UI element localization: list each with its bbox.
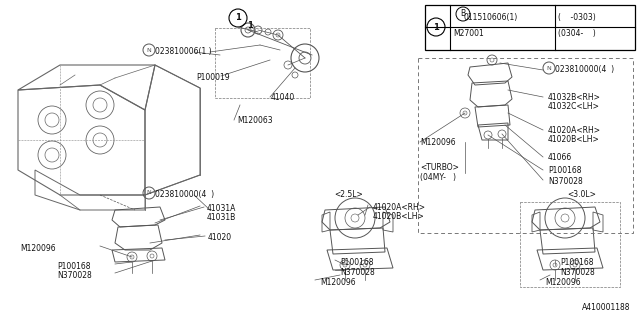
Text: <TURBO>: <TURBO> xyxy=(420,163,459,172)
Text: 41020A<RH>: 41020A<RH> xyxy=(548,126,601,135)
Text: M120096: M120096 xyxy=(420,138,456,147)
Text: N370028: N370028 xyxy=(340,268,375,277)
Text: P100168: P100168 xyxy=(560,258,593,267)
Text: M120096: M120096 xyxy=(320,278,356,287)
Text: N: N xyxy=(147,47,152,52)
Text: 011510606(1): 011510606(1) xyxy=(463,13,517,22)
Text: (04MY-   ): (04MY- ) xyxy=(420,173,456,182)
Text: 41020B<LH>: 41020B<LH> xyxy=(548,135,600,144)
Bar xyxy=(520,202,620,287)
Text: 41031A: 41031A xyxy=(207,204,236,213)
Text: 023810000(4  ): 023810000(4 ) xyxy=(155,190,214,199)
Text: P100019: P100019 xyxy=(196,73,230,82)
Text: P100168: P100168 xyxy=(548,166,582,175)
Text: <3.0L>: <3.0L> xyxy=(567,190,596,199)
Text: M120063: M120063 xyxy=(237,116,273,125)
Text: M120096: M120096 xyxy=(20,244,56,253)
Text: N370028: N370028 xyxy=(560,268,595,277)
Text: 1: 1 xyxy=(247,20,253,29)
Text: A410001188: A410001188 xyxy=(582,303,630,312)
Text: (0304-    ): (0304- ) xyxy=(558,29,596,38)
Text: 023810006(1 ): 023810006(1 ) xyxy=(155,47,212,56)
Text: <2.5L>: <2.5L> xyxy=(334,190,363,199)
Text: 41020A<RH>: 41020A<RH> xyxy=(373,203,426,212)
Text: 41040: 41040 xyxy=(271,93,295,102)
Text: 41032C<LH>: 41032C<LH> xyxy=(548,102,600,111)
Text: 41031B: 41031B xyxy=(207,213,236,222)
Text: B: B xyxy=(460,10,465,19)
Text: 1: 1 xyxy=(235,13,241,22)
Text: 41020: 41020 xyxy=(208,233,232,242)
Text: 41066: 41066 xyxy=(548,153,572,162)
Text: N370028: N370028 xyxy=(57,271,92,280)
Text: M120096: M120096 xyxy=(545,278,580,287)
Text: 1: 1 xyxy=(433,22,439,31)
Bar xyxy=(215,28,310,98)
Bar xyxy=(425,5,635,50)
Text: N: N xyxy=(147,190,152,196)
Text: N370028: N370028 xyxy=(548,177,583,186)
Text: P100168: P100168 xyxy=(340,258,374,267)
Text: 023810000(4  ): 023810000(4 ) xyxy=(555,65,614,74)
Text: N: N xyxy=(547,66,552,70)
Text: 41032B<RH>: 41032B<RH> xyxy=(548,93,601,102)
Text: 41020B<LH>: 41020B<LH> xyxy=(373,212,425,221)
Text: P100168: P100168 xyxy=(57,262,90,271)
Text: M27001: M27001 xyxy=(453,29,484,38)
Text: (    -0303): ( -0303) xyxy=(558,13,596,22)
Bar xyxy=(418,58,633,233)
